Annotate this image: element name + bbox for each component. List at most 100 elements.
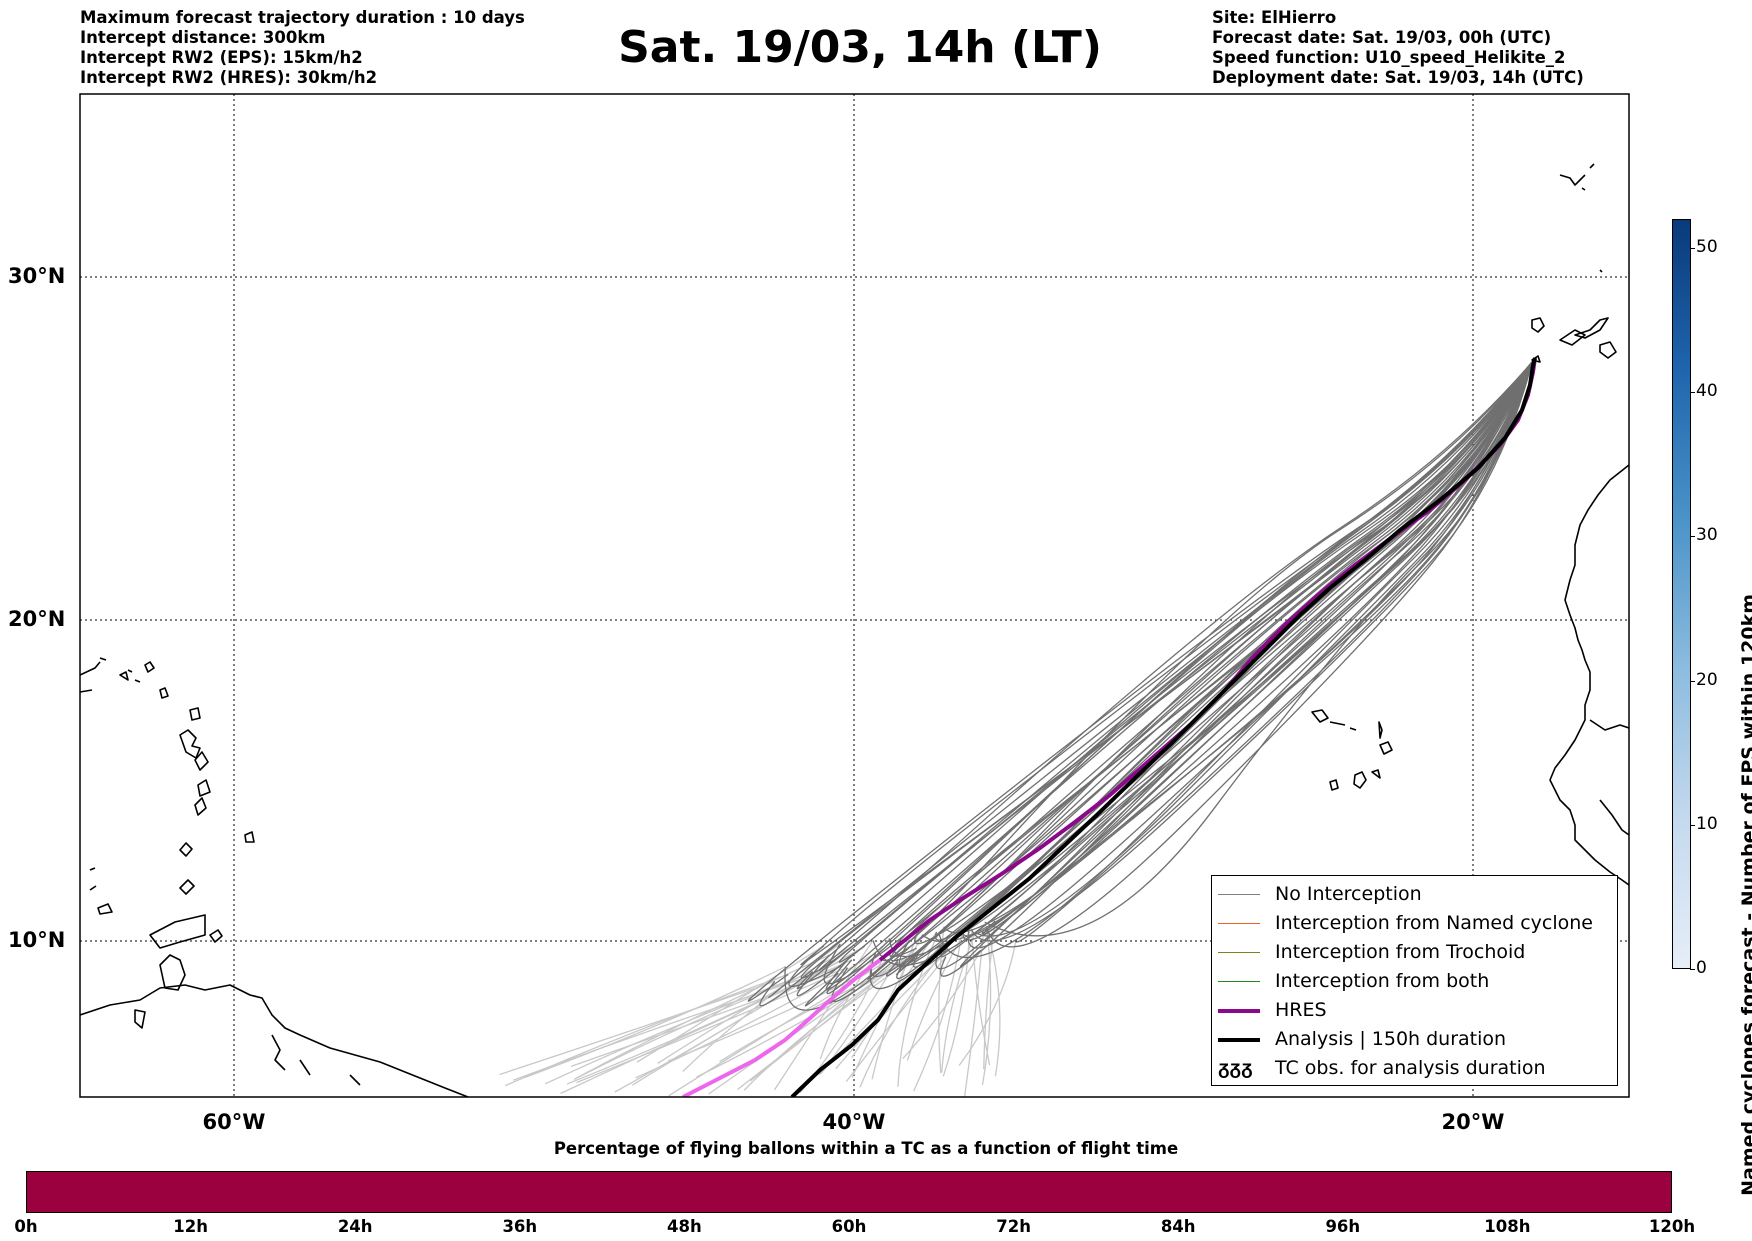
colorbar-tickmark bbox=[1690, 680, 1695, 682]
colorbar-tick-label: 0 bbox=[1696, 958, 1707, 978]
eps-trajectory bbox=[940, 361, 1533, 977]
coast-capeverde-bv bbox=[1379, 741, 1393, 755]
coast-grenada bbox=[179, 879, 195, 895]
eps-trajectory bbox=[796, 361, 1533, 997]
eps-trajectory bbox=[788, 361, 1533, 987]
coast-isle-a bbox=[97, 903, 113, 915]
eps-trajectory bbox=[984, 361, 1533, 937]
coast-caribbean-left bbox=[80, 661, 101, 693]
analysis-trajectory bbox=[790, 357, 1537, 1097]
eps-trajectory bbox=[982, 361, 1533, 936]
coast-anguilla bbox=[119, 661, 155, 683]
colorbar-tick-label: 10 bbox=[1696, 813, 1718, 834]
param-line: Intercept distance: 300km bbox=[80, 28, 326, 47]
colorbar-tickmark bbox=[1690, 969, 1695, 970]
coast-canary-grancanaria bbox=[1599, 341, 1617, 359]
eps-trajectory bbox=[784, 361, 1533, 1011]
coast-st-kitts bbox=[159, 687, 169, 699]
coast-tobago bbox=[209, 929, 223, 943]
cyclones-colorbar bbox=[1672, 219, 1691, 969]
flight-time-tick-label: 120h bbox=[1648, 1217, 1696, 1236]
flight-time-tick-label: 48h bbox=[667, 1217, 702, 1236]
trajectory-parameters: Maximum forecast trajectory duration : 1… bbox=[80, 8, 525, 88]
legend-label: Interception from both bbox=[1275, 970, 1490, 992]
lat-label-20n: 20°N bbox=[8, 607, 66, 631]
legend-swatch bbox=[1218, 1038, 1260, 1042]
coast-canary-tenerife bbox=[1559, 329, 1586, 346]
param-line: Intercept RW2 (HRES): 30km/h2 bbox=[80, 68, 378, 87]
coast-capeverde-sl bbox=[1329, 721, 1357, 731]
eps-trajectories bbox=[747, 361, 1533, 1011]
coast-canary-fuerte bbox=[1574, 317, 1609, 339]
legend-swatch bbox=[1218, 952, 1260, 953]
coast-paria bbox=[149, 914, 206, 949]
eps-trajectory-late bbox=[499, 980, 775, 1076]
eps-trajectory bbox=[959, 361, 1533, 968]
eps-trajectory bbox=[970, 361, 1533, 942]
coast-south-america bbox=[80, 984, 469, 1097]
lon-label-40w: 40°W bbox=[822, 1110, 886, 1134]
coast-trinidad-south bbox=[134, 1009, 146, 1029]
legend-swatch bbox=[1218, 1009, 1260, 1013]
flight-time-tick-label: 24h bbox=[337, 1217, 373, 1236]
eps-trajectory bbox=[938, 361, 1533, 959]
eps-trajectory-late bbox=[524, 966, 786, 1079]
eps-trajectory bbox=[943, 361, 1533, 934]
page-title: Sat. 19/03, 14h (LT) bbox=[618, 22, 1102, 73]
legend-swatch bbox=[1218, 923, 1260, 924]
eps-trajectory-late bbox=[636, 945, 825, 1063]
colorbar-tickmark bbox=[1690, 824, 1695, 826]
coast-st-vincent bbox=[179, 842, 193, 857]
eps-trajectory bbox=[818, 361, 1533, 971]
colorbar-tickmark bbox=[1690, 392, 1695, 394]
eps-trajectory bbox=[986, 361, 1533, 948]
eps-trajectory-late bbox=[575, 954, 830, 1079]
coast-africa-inlet bbox=[1589, 719, 1629, 731]
coast-capeverde-maio bbox=[1371, 769, 1381, 779]
flight-time-tick-label: 108h bbox=[1484, 1217, 1531, 1236]
flight-time-tick-label: 36h bbox=[502, 1217, 538, 1236]
colorbar-tick-label: 40 bbox=[1696, 381, 1718, 402]
coast-virgin bbox=[99, 657, 133, 673]
eps-trajectory-late bbox=[913, 930, 963, 1092]
colorbar-tick-label: 20 bbox=[1696, 669, 1718, 690]
eps-trajectory-late bbox=[512, 965, 842, 1081]
eps-trajectory-late bbox=[576, 972, 839, 1084]
eps-trajectory-late bbox=[657, 945, 853, 1064]
legend: No Interception Interception from Named … bbox=[1211, 875, 1618, 1086]
lon-label-20w: 20°W bbox=[1441, 1110, 1505, 1134]
coast-trinidad bbox=[159, 954, 186, 991]
coastlines bbox=[80, 163, 1629, 1097]
eps-trajectory bbox=[870, 361, 1533, 978]
colorbar-tickmark bbox=[1690, 536, 1695, 538]
legend-label: No Interception bbox=[1275, 883, 1422, 905]
eps-trajectory-late bbox=[983, 920, 996, 1070]
flight-time-tick-label: 84h bbox=[1160, 1217, 1196, 1236]
coast-canary-gomera bbox=[1531, 317, 1545, 333]
eps-trajectory bbox=[940, 361, 1533, 958]
legend-label: HRES bbox=[1275, 999, 1327, 1021]
colorbar-tick-label: 30 bbox=[1696, 525, 1718, 546]
site-line: Deployment date: Sat. 19/03, 14h (UTC) bbox=[1212, 68, 1584, 87]
legend-swatch bbox=[1218, 894, 1260, 895]
eps-trajectory bbox=[981, 361, 1533, 935]
eps-trajectory bbox=[826, 361, 1533, 995]
coast-selvagens bbox=[1599, 269, 1603, 273]
site-line: Speed function: U10_speed_Helikite_2 bbox=[1212, 48, 1566, 67]
eps-trajectory-late bbox=[667, 968, 872, 1062]
legend-label: Interception from Trochoid bbox=[1275, 941, 1526, 963]
eps-trajectory bbox=[898, 361, 1533, 968]
coast-barbados bbox=[244, 831, 255, 843]
flight-time-tick-label: 0h bbox=[14, 1217, 38, 1236]
flight-time-colorbar bbox=[26, 1171, 1672, 1213]
eps-trajectory bbox=[825, 361, 1533, 991]
coast-capeverde-sal bbox=[1378, 721, 1383, 739]
coast-martinique bbox=[197, 779, 211, 797]
site-line: Site: ElHierro bbox=[1212, 8, 1337, 27]
eps-trajectory bbox=[838, 361, 1533, 963]
coast-dominica bbox=[194, 751, 209, 771]
lat-label-30n: 30°N bbox=[8, 264, 66, 288]
coast-isle-b bbox=[89, 867, 97, 891]
lat-label-10n: 10°N bbox=[8, 928, 66, 952]
hres-trajectory-late bbox=[682, 958, 882, 1097]
